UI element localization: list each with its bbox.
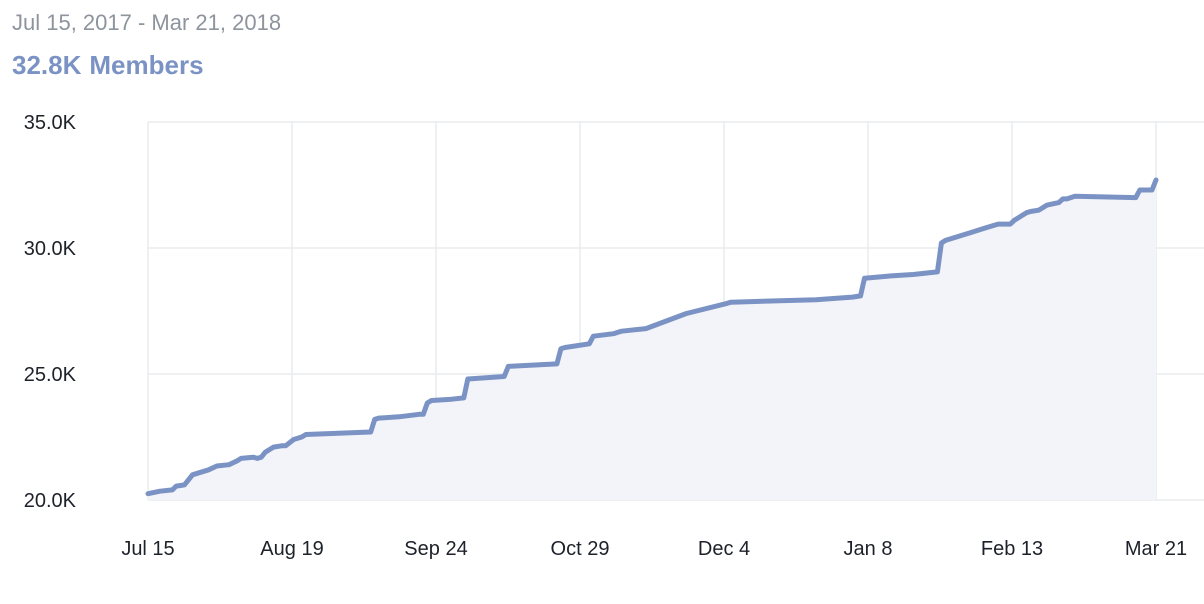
members-area-fill xyxy=(148,180,1156,500)
x-tick-label: Mar 21 xyxy=(1125,538,1187,560)
y-tick-label: 35.0K xyxy=(24,112,77,134)
y-tick-label: 25.0K xyxy=(24,364,77,386)
x-tick-label: Jul 15 xyxy=(121,538,174,560)
x-axis-labels: Jul 15 Aug 19 Sep 24 Oct 29 Dec 4 Jan 8 Feb 13… xyxy=(121,538,1187,560)
member-count-value: 32.8K xyxy=(12,50,82,80)
x-tick-label: Jan 8 xyxy=(844,538,893,560)
date-range: Jul 15, 2017 - Mar 21, 2018 xyxy=(12,10,282,35)
member-count: 32.8K Members xyxy=(12,50,204,81)
members-line xyxy=(145,177,1159,497)
member-count-label: Members xyxy=(89,50,204,80)
x-tick-label: Dec 4 xyxy=(698,538,750,560)
x-tick-label: Sep 24 xyxy=(404,538,467,560)
x-tick-label: Oct 29 xyxy=(551,538,610,560)
y-tick-label: 30.0K xyxy=(24,238,77,260)
y-axis-labels: 20.0K 25.0K 30.0K 35.0K xyxy=(24,112,77,512)
y-tick-label: 20.0K xyxy=(24,490,77,512)
x-tick-label: Aug 19 xyxy=(260,538,323,560)
x-tick-label: Feb 13 xyxy=(981,538,1043,560)
